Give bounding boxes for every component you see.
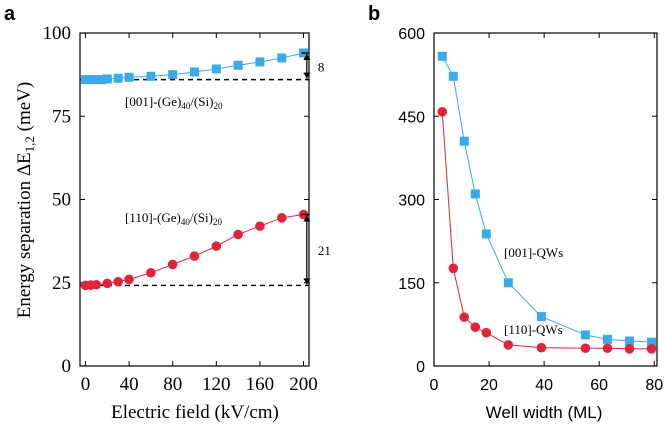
- data-point-square: [113, 73, 123, 83]
- data-point-square: [481, 229, 491, 239]
- series-line: [441, 111, 652, 350]
- data-point-circle: [470, 322, 481, 332]
- series-line: [85, 213, 304, 286]
- x-tick-label: 160: [246, 374, 275, 395]
- data-point-square: [277, 53, 287, 63]
- data-point-circle: [459, 312, 470, 322]
- y-tick-label: 50: [52, 190, 71, 211]
- annotation-label: 8: [318, 59, 325, 74]
- y-tick-label: 450: [398, 109, 425, 126]
- x-tick-label: 40: [535, 377, 553, 394]
- annotation-label: 21: [318, 243, 331, 258]
- y-tick-label: 75: [52, 106, 71, 127]
- data-point-circle: [624, 343, 635, 354]
- data-point-square: [80, 75, 90, 85]
- series-label-110-qws: [110]-QWs: [504, 322, 563, 337]
- data-point-square: [102, 74, 112, 84]
- data-point-circle: [646, 343, 657, 354]
- panel-b: 0 20 40 60 80 0 150 300 450 600 [001]-QWs [110]-Q…: [398, 26, 663, 422]
- data-point-circle: [189, 251, 200, 261]
- data-point-square: [146, 71, 156, 81]
- data-point-square: [503, 278, 513, 288]
- data-point-circle: [146, 267, 156, 278]
- annotation-arrowhead-up: [303, 53, 311, 60]
- x-tick-label: 80: [645, 377, 663, 394]
- data-point-square: [86, 75, 96, 85]
- data-point-square: [91, 75, 101, 85]
- data-point-square: [580, 330, 590, 340]
- x-tick-label: 80: [163, 374, 182, 395]
- data-point-square: [97, 75, 107, 85]
- data-point-square: [602, 334, 612, 344]
- data-point-square: [624, 336, 634, 346]
- data-point-square: [459, 136, 469, 146]
- y-tick-label: 0: [416, 359, 425, 376]
- series-label-110: [110]-(Ge)40/(Si)20: [125, 210, 222, 227]
- data-point-circle: [91, 279, 102, 290]
- data-point-square: [470, 189, 480, 199]
- data-point-circle: [536, 342, 547, 353]
- panel-a-ylabel: Energy separation ΔE1,2 (meV): [14, 82, 37, 319]
- data-point-circle: [503, 340, 514, 350]
- y-tick-label: 600: [398, 26, 425, 43]
- data-point-circle: [167, 259, 178, 270]
- series-label-001-qws: [001]-QWs: [504, 245, 563, 260]
- data-point-circle: [276, 213, 287, 223]
- annotation-arrowhead-up: [303, 215, 311, 222]
- data-point-square: [536, 312, 546, 322]
- data-point-square: [124, 72, 134, 82]
- x-tick-label: 200: [289, 374, 318, 395]
- data-point-square: [211, 64, 221, 74]
- x-tick-label: 0: [81, 374, 91, 395]
- data-point-square: [168, 70, 178, 80]
- data-point-square: [190, 67, 199, 77]
- data-point-square: [448, 71, 458, 81]
- y-tick-label: 0: [62, 356, 72, 377]
- x-tick-label: 60: [590, 377, 608, 394]
- data-point-circle: [211, 241, 222, 251]
- data-point-square: [646, 337, 656, 347]
- data-point-circle: [113, 276, 123, 287]
- y-tick-label: 100: [43, 23, 72, 44]
- data-point-square: [437, 51, 447, 61]
- data-point-circle: [602, 343, 613, 354]
- data-point-circle: [124, 274, 134, 285]
- series-label-001: [001]-(Ge)40/(Si)20: [125, 94, 223, 111]
- y-tick-label: 150: [398, 276, 425, 293]
- data-point-circle: [255, 221, 265, 231]
- panel-letter-a: a: [4, 3, 16, 25]
- data-point-square: [233, 60, 243, 70]
- data-point-circle: [448, 263, 459, 274]
- x-tick-label: 40: [120, 374, 139, 395]
- y-tick-label: 300: [398, 193, 425, 210]
- panel-a-xlabel: Electric field (kV/cm): [111, 402, 279, 423]
- panel-b-xlabel: Well width (ML): [486, 403, 603, 422]
- x-tick-label: 120: [202, 374, 231, 395]
- series-line: [441, 56, 652, 343]
- annotation-arrowhead-down: [303, 278, 311, 285]
- annotation-arrowhead-down: [303, 72, 311, 79]
- panel-letter-b: b: [368, 3, 380, 25]
- data-point-circle: [233, 229, 243, 240]
- data-point-square: [255, 57, 265, 67]
- data-point-circle: [102, 278, 113, 289]
- data-point-circle: [580, 343, 591, 354]
- panel-a-frame: [79, 32, 310, 367]
- panel-a: 0 40 80 120 160 200 0 25 50 75 100 8 21 [001]-(Ge)4…: [14, 23, 331, 423]
- data-point-circle: [437, 107, 448, 117]
- y-tick-label: 25: [52, 273, 71, 294]
- data-point-circle: [481, 327, 492, 338]
- x-tick-label: 20: [480, 377, 498, 394]
- x-tick-label: 0: [430, 377, 439, 394]
